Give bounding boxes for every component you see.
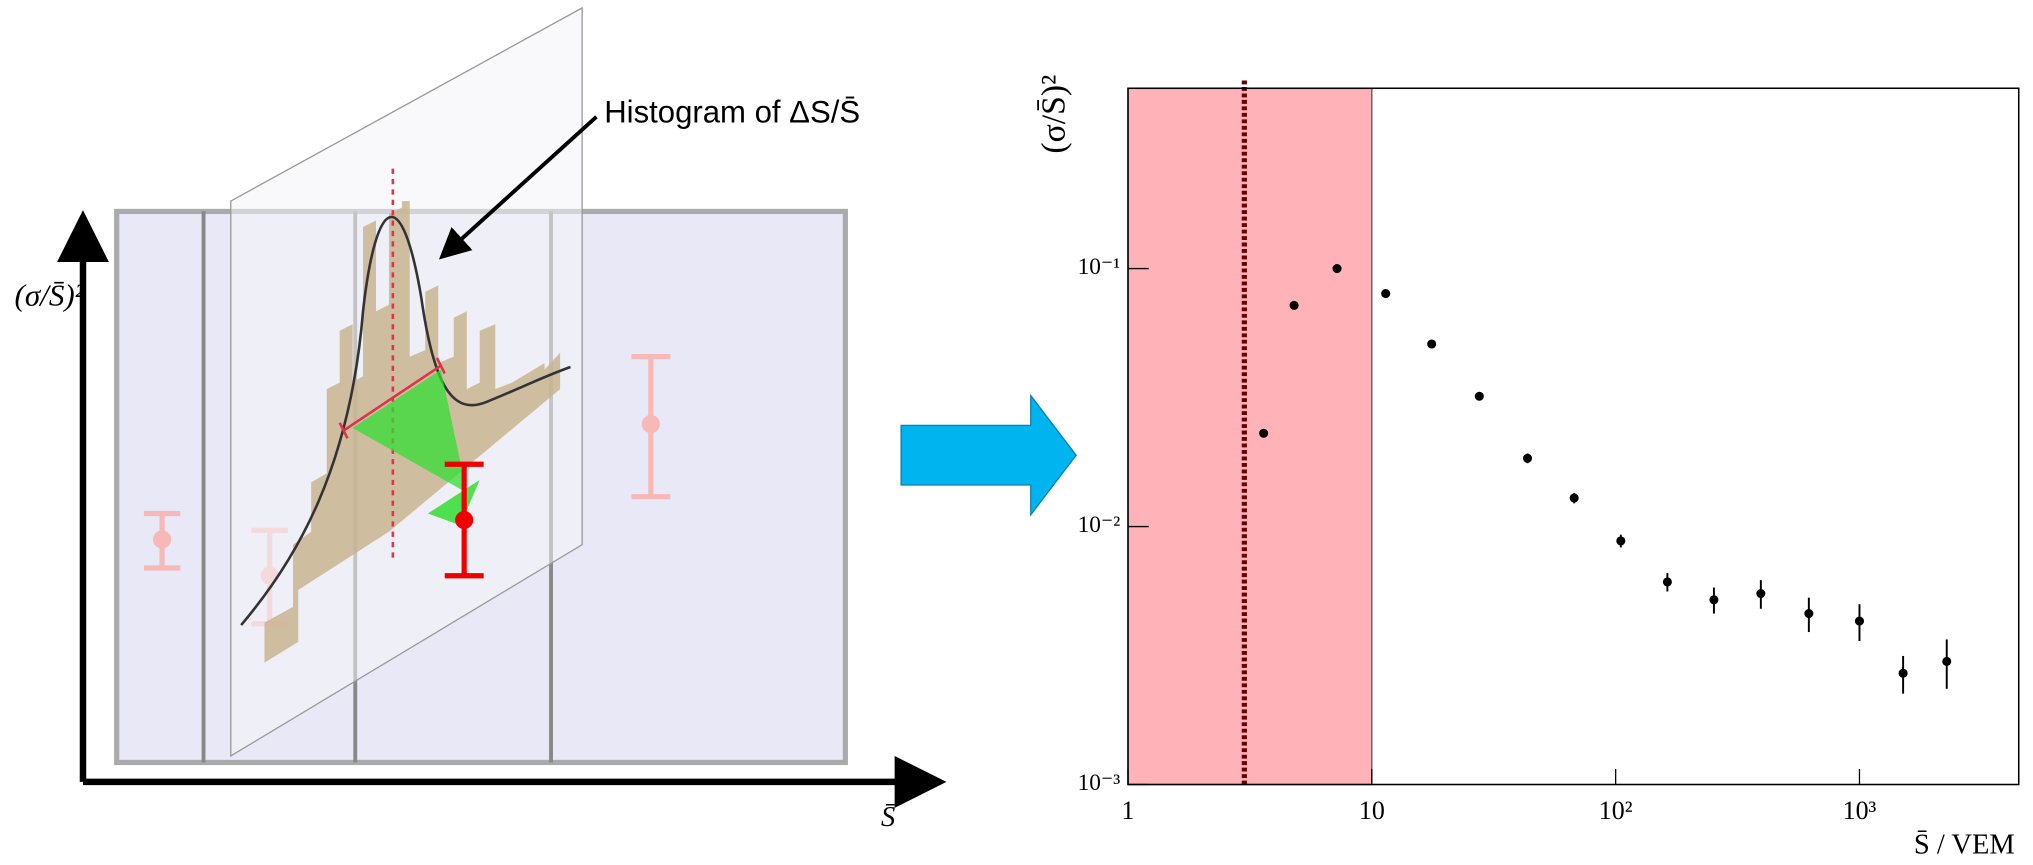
data-point — [1427, 339, 1437, 349]
data-point — [1381, 289, 1391, 299]
y-label: (σ/S̄)² — [14, 277, 84, 312]
x-label: S̄ — [881, 802, 895, 833]
x-tick-label: 10³ — [1843, 796, 1877, 825]
data-point — [1898, 668, 1908, 678]
x-tick-label: 1 — [1122, 796, 1135, 825]
data-point — [1289, 300, 1299, 310]
data-point — [1756, 588, 1766, 599]
x-axis-label: S̄ / VEM — [1914, 829, 2015, 860]
chart: S̄ / VEM (σ/S̄)² 1 10 10² 10³ 10⁻³ 10⁻² 10⁻¹ — [1035, 75, 2020, 860]
data-point — [1804, 609, 1814, 619]
data-point — [1259, 428, 1269, 438]
annotation: Histogram of ΔS/S̄ — [604, 94, 860, 129]
data-point — [1332, 264, 1342, 274]
plot-frame — [1127, 87, 2020, 786]
width-marker — [338, 357, 446, 439]
data-point — [1616, 536, 1626, 546]
data-point — [1522, 453, 1533, 463]
y-tick-label: 10⁻¹ — [1078, 254, 1121, 280]
data-point — [1569, 493, 1579, 503]
data-point — [1662, 577, 1672, 587]
data-point — [1709, 595, 1719, 605]
shaded-region — [1127, 87, 1373, 786]
error-bar — [444, 461, 484, 579]
data-point — [1474, 391, 1484, 401]
y-tick-label: 10⁻² — [1078, 512, 1121, 538]
fit-curve — [240, 215, 571, 626]
data-point — [1942, 656, 1952, 666]
projection — [352, 369, 467, 493]
x-tick-label: 10 — [1359, 796, 1385, 825]
arrow — [900, 393, 1077, 517]
x-tick-label: 10² — [1599, 796, 1633, 825]
y-axis-label: (σ/S̄)² — [1035, 75, 1072, 154]
data-point — [1854, 616, 1865, 626]
y-tick-label: 10⁻³ — [1078, 770, 1121, 796]
schematic: Histogram of ΔS/S̄ (σ/S̄)² S̄ — [14, 6, 947, 833]
pointer — [438, 115, 598, 260]
